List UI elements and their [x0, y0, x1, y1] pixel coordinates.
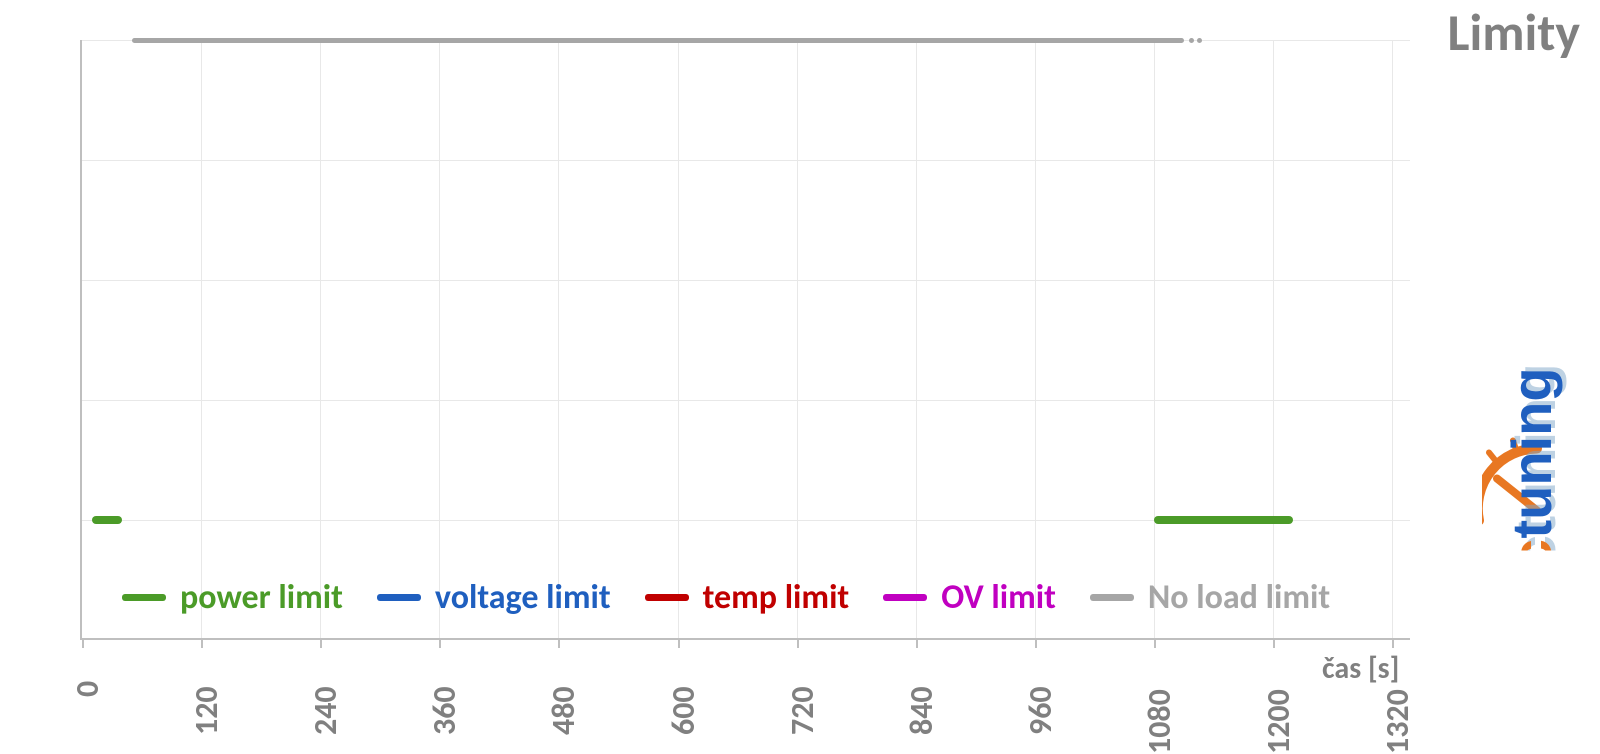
legend-swatch [122, 594, 166, 601]
grid-line-vertical [678, 40, 679, 638]
x-tick-label: 600 [664, 686, 703, 735]
watermark-logo: pc pc tuning tuning [1482, 190, 1592, 555]
x-tick-mark [1035, 638, 1037, 648]
grid-line-vertical [1035, 40, 1036, 638]
legend-swatch [883, 594, 927, 601]
series-segment [92, 516, 122, 524]
x-tick-mark [916, 638, 918, 648]
x-tick-mark [320, 638, 322, 648]
x-tick-label: 960 [1021, 686, 1060, 735]
legend-label: temp limit [703, 577, 850, 618]
svg-text:tuning: tuning [1500, 367, 1563, 538]
grid-line-horizontal [82, 280, 1410, 281]
x-tick-mark [82, 638, 84, 648]
x-tick-mark [1392, 638, 1394, 648]
grid-line-vertical [1273, 40, 1274, 638]
x-tick-label: 240 [306, 686, 345, 735]
x-tick-label: 120 [187, 686, 226, 735]
legend-label: power limit [180, 577, 343, 618]
grid-line-vertical [916, 40, 917, 638]
grid-line-vertical [201, 40, 202, 638]
grid-line-vertical [1392, 40, 1393, 638]
x-tick-mark [201, 638, 203, 648]
x-tick-label: 480 [544, 686, 583, 735]
x-tick-label: 1320 [1378, 689, 1417, 754]
x-tick-label: 0 [68, 681, 107, 697]
grid-line-vertical [439, 40, 440, 638]
x-tick-label: 840 [902, 686, 941, 735]
legend-swatch [645, 594, 689, 601]
legend-swatch [377, 594, 421, 601]
legend-item: No load limit [1090, 577, 1330, 618]
x-tick-label: 1080 [1140, 689, 1179, 754]
grid-line-vertical [797, 40, 798, 638]
x-tick-mark [439, 638, 441, 648]
x-tick-mark [1273, 638, 1275, 648]
x-tick-mark [1154, 638, 1156, 648]
legend-item: OV limit [883, 577, 1056, 618]
x-tick-mark [678, 638, 680, 648]
grid-line-vertical [320, 40, 321, 638]
svg-text:pc: pc [1504, 535, 1567, 550]
grid-line-vertical [558, 40, 559, 638]
plot-area: 0120240360480600720840960108012001320čas… [80, 40, 1410, 640]
x-tick-mark [797, 638, 799, 648]
x-axis-title: čas [s] [1322, 650, 1399, 687]
grid-line-horizontal [82, 400, 1410, 401]
legend-item: power limit [122, 577, 343, 618]
svg-text:tuning: tuning [1504, 363, 1567, 534]
legend-label: OV limit [941, 577, 1056, 618]
x-tick-label: 1200 [1259, 689, 1298, 754]
legend: power limit voltage limit temp limit OV lim… [122, 577, 1382, 618]
series-dot [1189, 38, 1194, 43]
legend-item: temp limit [645, 577, 850, 618]
series-segment [132, 38, 1184, 43]
legend-item: voltage limit [377, 577, 611, 618]
x-tick-label: 720 [783, 686, 822, 735]
series-segment [1154, 516, 1293, 524]
x-tick-label: 360 [425, 686, 464, 735]
grid-line-horizontal [82, 160, 1410, 161]
legend-label: voltage limit [435, 577, 611, 618]
series-dot [1197, 38, 1202, 43]
legend-label: No load limit [1148, 577, 1330, 618]
chart-title: Limity [1448, 0, 1581, 64]
svg-text:pc: pc [1500, 539, 1563, 550]
legend-swatch [1090, 594, 1134, 601]
grid-line-vertical [1154, 40, 1155, 638]
x-tick-mark [558, 638, 560, 648]
